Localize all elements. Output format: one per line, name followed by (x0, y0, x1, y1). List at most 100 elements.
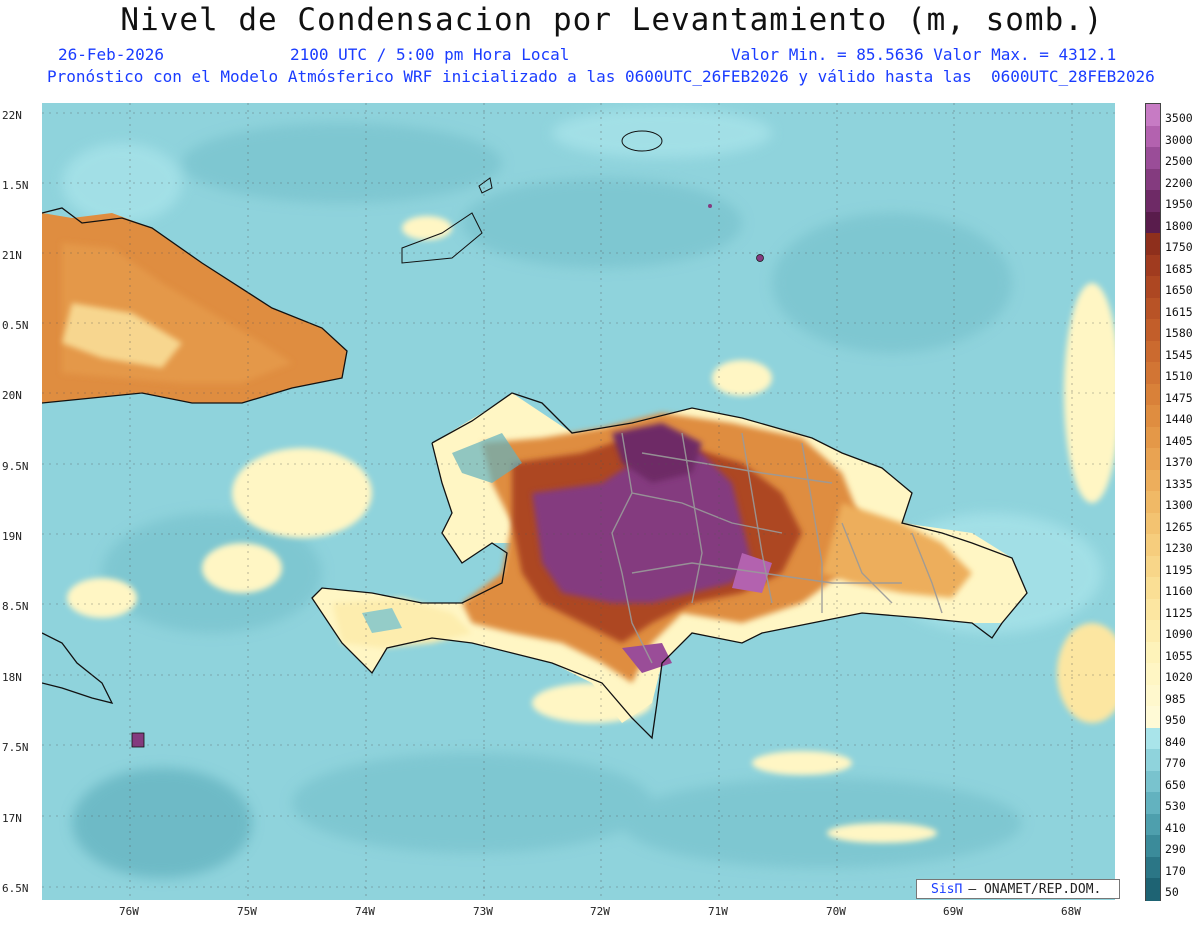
forecast-date: 26-Feb-2026 (58, 45, 164, 64)
colorbar-cell (1146, 383, 1160, 406)
colorbar-level-label: 770 (1165, 756, 1186, 771)
colorbar-level-label: 1440 (1165, 412, 1193, 427)
lat-label: 17N (2, 812, 22, 825)
colorbar-cell (1146, 620, 1160, 643)
lon-label: 76W (119, 905, 139, 918)
colorbar-cell (1146, 555, 1160, 578)
colorbar-cell (1146, 104, 1160, 127)
colorbar-level-label: 1580 (1165, 326, 1193, 341)
value-range: Valor Min. = 85.5636 Valor Max. = 4312.1 (731, 45, 1117, 64)
credit-text: – ONAMET/REP.DOM. (968, 881, 1102, 897)
lon-label: 70W (826, 905, 846, 918)
lat-label: 8.5N (2, 600, 29, 613)
lon-label: 75W (237, 905, 257, 918)
colorbar-cell (1146, 469, 1160, 492)
lcl-field-map (42, 103, 1115, 900)
colorbar-level-label: 1615 (1165, 304, 1193, 319)
colorbar-cell (1146, 727, 1160, 750)
colorbar-level-label: 1800 (1165, 218, 1193, 233)
colorbar-level-label: 1055 (1165, 648, 1193, 663)
lon-label: 74W (355, 905, 375, 918)
lat-label: 6.5N (2, 882, 29, 895)
colorbar-level-label: 1265 (1165, 519, 1193, 534)
map-title: Nivel de Condensacion por Levantamiento … (120, 2, 1104, 38)
colorbar-cell (1146, 813, 1160, 837)
colorbar-level-label: 410 (1165, 820, 1186, 835)
colorbar-cell (1146, 491, 1160, 514)
colorbar-cell (1146, 362, 1160, 385)
colorbar-level-label: 1405 (1165, 433, 1193, 448)
colorbar-level-label: 1510 (1165, 369, 1193, 384)
colorbar-cell (1146, 125, 1160, 148)
lat-label: 18N (2, 671, 22, 684)
colorbar-cell (1146, 340, 1160, 363)
colorbar-level-label: 530 (1165, 799, 1186, 814)
lat-label: 20N (2, 389, 22, 402)
lat-label: 1.5N (2, 179, 29, 192)
colorbar-cell (1146, 856, 1160, 880)
lat-label: 7.5N (2, 741, 29, 754)
colorbar-cell (1146, 147, 1160, 170)
lon-label: 68W (1061, 905, 1081, 918)
colorbar-level-label: 50 (1165, 885, 1179, 900)
lat-label: 9.5N (2, 460, 29, 473)
colorbar-level-label: 950 (1165, 713, 1186, 728)
forecast-time: 2100 UTC / 5:00 pm Hora Local (290, 45, 570, 64)
colorbar-level-label: 1475 (1165, 390, 1193, 405)
colorbar-level-label: 290 (1165, 842, 1186, 857)
hispaniola-land (312, 393, 1027, 723)
colorbar-cell (1146, 319, 1160, 342)
lon-label: 71W (708, 905, 728, 918)
colorbar-level-label: 1650 (1165, 283, 1193, 298)
colorbar-cell (1146, 168, 1160, 191)
lon-label: 72W (590, 905, 610, 918)
colorbar-cell (1146, 641, 1160, 664)
credit-box: SisΠ – ONAMET/REP.DOM. (916, 879, 1120, 899)
colorbar-level-label: 1160 (1165, 584, 1193, 599)
colorbar-cell (1146, 297, 1160, 320)
colorbar-cell (1146, 254, 1160, 277)
model-info: Pronóstico con el Modelo Atmósferico WRF… (47, 67, 1155, 86)
colorbar-cell (1146, 190, 1160, 213)
coastlines (42, 207, 1028, 740)
colorbar-cell (1146, 211, 1160, 234)
lat-label: 22N (2, 109, 22, 122)
colorbar-level-label: 1300 (1165, 498, 1193, 513)
colorbar-cell (1146, 512, 1160, 535)
cuba-land (42, 213, 347, 403)
colorbar-cell (1146, 276, 1160, 299)
colorbar-level-label: 2500 (1165, 154, 1193, 169)
dr-province-borders (611, 432, 943, 664)
colorbar-cell (1146, 577, 1160, 600)
colorbar-level-label: 985 (1165, 691, 1186, 706)
colorbar-level-label: 1230 (1165, 541, 1193, 556)
colorbar-level-label: 170 (1165, 863, 1186, 878)
colorbar-cell (1146, 598, 1160, 621)
colorbar-cell (1146, 233, 1160, 256)
colorbar-cell (1146, 663, 1160, 686)
colorbar-cell (1146, 405, 1160, 428)
sea-texture (62, 108, 1102, 878)
colorbar-level-label: 840 (1165, 734, 1186, 749)
colorbar-level-label: 1020 (1165, 670, 1193, 685)
colorbar-level-label: 1685 (1165, 261, 1193, 276)
colorbar (1145, 103, 1161, 901)
colorbar-level-label: 3500 (1165, 111, 1193, 125)
colorbar-cell (1146, 426, 1160, 449)
colorbar-cell (1146, 534, 1160, 557)
colorbar-cell (1146, 706, 1160, 729)
colorbar-level-label: 650 (1165, 777, 1186, 792)
colorbar-level-label: 3000 (1165, 132, 1193, 147)
colorbar-level-label: 2200 (1165, 175, 1193, 190)
colorbar-level-label: 1750 (1165, 240, 1193, 255)
colorbar-cell (1146, 792, 1160, 815)
colorbar-level-label: 1090 (1165, 627, 1193, 642)
colorbar-cell (1146, 835, 1160, 858)
colorbar-level-label: 1370 (1165, 455, 1193, 470)
lat-label: 19N (2, 530, 22, 543)
colorbar-cell (1146, 749, 1160, 772)
colorbar-cell (1146, 878, 1160, 901)
map-panel (42, 103, 1115, 900)
colorbar-cell (1146, 684, 1160, 707)
colorbar-level-label: 1195 (1165, 562, 1193, 577)
